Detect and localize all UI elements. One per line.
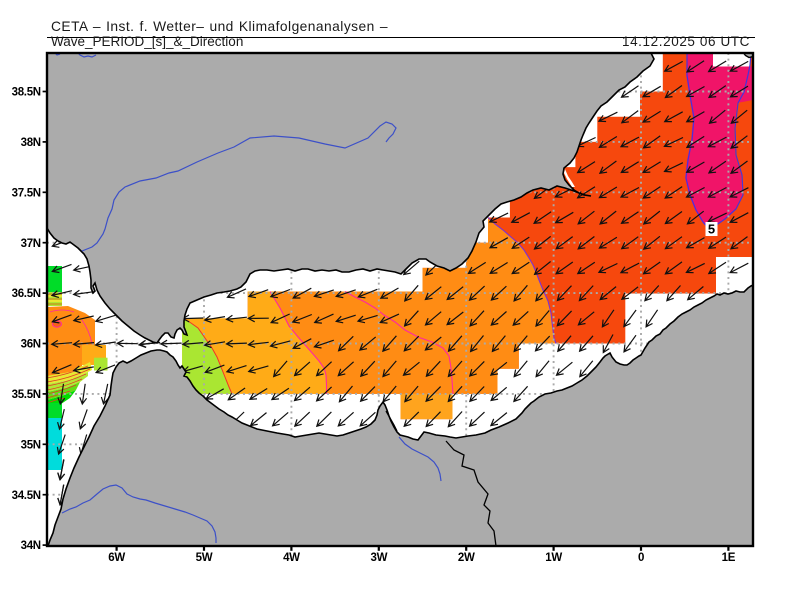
svg-text:6W: 6W [108, 552, 125, 564]
svg-text:36.5N: 36.5N [12, 288, 41, 300]
svg-text:37N: 37N [21, 238, 41, 250]
svg-text:34N: 34N [21, 540, 41, 552]
svg-text:37.5N: 37.5N [12, 187, 41, 199]
svg-text:1E: 1E [722, 552, 736, 564]
svg-text:0: 0 [638, 552, 644, 564]
svg-text:1W: 1W [545, 552, 562, 564]
svg-text:35N: 35N [21, 439, 41, 451]
svg-text:34.5N: 34.5N [12, 490, 41, 502]
svg-text:5W: 5W [196, 552, 213, 564]
svg-text:2W: 2W [458, 552, 475, 564]
svg-text:35.5N: 35.5N [12, 389, 41, 401]
svg-text:38.5N: 38.5N [12, 87, 41, 99]
svg-text:5: 5 [708, 222, 715, 237]
svg-text:3W: 3W [370, 552, 387, 564]
svg-text:38N: 38N [21, 137, 41, 149]
svg-text:4W: 4W [283, 552, 300, 564]
svg-text:36N: 36N [21, 339, 41, 351]
